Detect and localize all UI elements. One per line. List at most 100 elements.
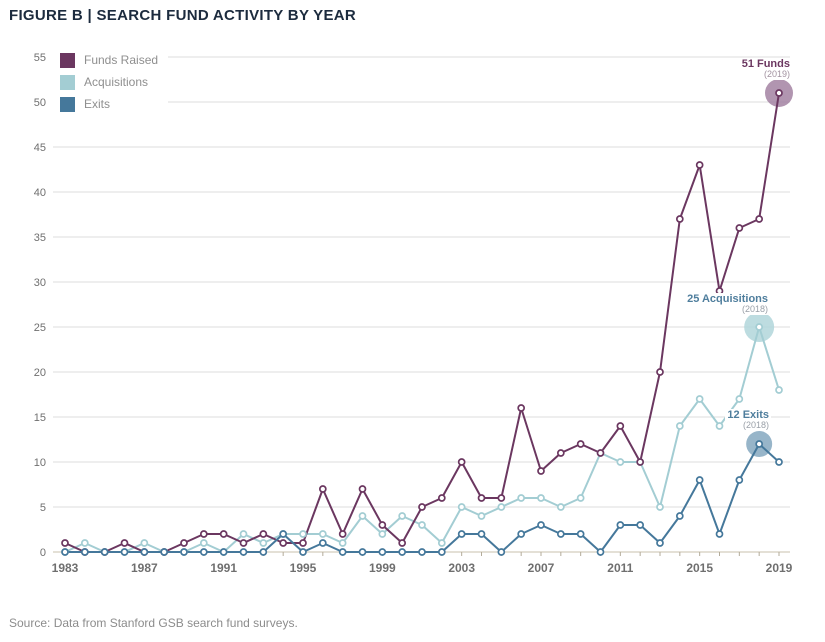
annotation-year: (2018) — [742, 420, 769, 431]
y-axis-tick-label: 15 — [34, 412, 46, 424]
data-point-funds-raised — [418, 503, 426, 511]
data-point-acquisitions — [199, 539, 208, 547]
data-point-exits — [100, 548, 109, 556]
data-point-exits — [259, 548, 268, 556]
data-point-exits — [437, 548, 446, 556]
data-point-acquisitions — [695, 395, 704, 403]
legend-item-funds-raised: Funds Raised — [60, 49, 158, 71]
data-point-funds-raised — [675, 215, 684, 223]
data-point-funds-raised — [537, 467, 545, 475]
legend-item-acquisitions: Acquisitions — [60, 71, 158, 93]
data-point-funds-raised — [517, 404, 526, 412]
y-axis-tick-label: 5 — [40, 502, 46, 514]
data-point-exits — [636, 521, 645, 529]
data-point-funds-raised — [695, 161, 704, 169]
data-point-acquisitions — [398, 512, 407, 520]
data-point-funds-raised — [636, 458, 645, 466]
data-point-acquisitions — [537, 494, 545, 502]
data-point-acquisitions — [259, 539, 268, 547]
y-axis-tick-label: 40 — [34, 187, 46, 199]
data-point-acquisitions — [418, 521, 426, 529]
data-point-exits — [219, 548, 228, 556]
data-point-exits — [318, 539, 327, 547]
data-point-exits — [120, 548, 129, 556]
data-point-funds-raised — [219, 530, 228, 538]
data-point-acquisitions — [358, 512, 367, 520]
data-point-acquisitions — [616, 458, 625, 466]
exits-swatch-icon — [60, 96, 75, 112]
x-axis-tick-label: 2015 — [686, 561, 713, 575]
data-point-exits — [517, 530, 526, 538]
data-point-exits — [596, 548, 605, 556]
data-point-exits — [160, 548, 169, 556]
data-point-acquisitions — [675, 422, 684, 430]
data-point-exits — [556, 530, 565, 538]
data-point-exits — [299, 548, 307, 556]
data-point-acquisitions — [239, 530, 248, 538]
acquisitions-swatch-icon — [60, 74, 75, 90]
x-axis-tick-label: 2007 — [528, 561, 555, 575]
data-point-funds-raised — [120, 539, 129, 547]
data-point-exits — [735, 476, 744, 484]
chart-legend: Funds Raised Acquisitions Exits — [48, 47, 169, 119]
legend-item-exits: Exits — [60, 93, 158, 115]
data-point-exits — [80, 548, 89, 556]
data-point-funds-raised — [437, 494, 446, 502]
data-point-exits — [358, 548, 367, 556]
series-line-acquisitions — [64, 326, 780, 553]
data-point-funds-raised — [775, 89, 783, 97]
y-axis-tick-label: 25 — [34, 322, 46, 334]
data-point-funds-raised — [576, 440, 585, 448]
annotation-acquisitions-peak: 25 Acquisitions (2018) — [685, 293, 770, 315]
data-point-funds-raised — [755, 215, 764, 223]
y-axis-tick-label: 55 — [34, 52, 46, 64]
data-point-funds-raised — [616, 422, 625, 430]
data-point-funds-raised — [259, 530, 268, 538]
x-axis-tick-label: 2011 — [607, 561, 633, 575]
data-point-acquisitions — [576, 494, 585, 502]
page-title: FIGURE B | SEARCH FUND ACTIVITY BY YEAR — [9, 7, 357, 24]
data-point-acquisitions — [517, 494, 526, 502]
data-point-funds-raised — [338, 530, 347, 538]
data-point-exits — [457, 530, 466, 538]
data-point-exits — [477, 530, 486, 538]
data-point-exits — [695, 476, 704, 484]
data-point-acquisitions — [656, 503, 664, 511]
data-point-acquisitions — [457, 503, 466, 511]
data-point-exits — [656, 539, 664, 547]
data-point-funds-raised — [656, 368, 664, 376]
data-point-acquisitions — [140, 539, 149, 547]
legend-label: Funds Raised — [84, 53, 159, 67]
x-axis-tick-label: 1983 — [52, 561, 79, 575]
y-axis-tick-label: 50 — [34, 97, 46, 109]
data-point-acquisitions — [497, 503, 506, 511]
annotation-funds-peak: 51 Funds (2019) — [739, 58, 792, 80]
legend-label: Exits — [84, 97, 111, 111]
y-axis-tick-label: 10 — [34, 457, 46, 469]
annotation-label: 51 Funds — [741, 58, 790, 70]
data-point-funds-raised — [180, 539, 188, 547]
annotation-year: (2019) — [763, 69, 790, 80]
data-point-acquisitions — [556, 503, 565, 511]
data-point-exits — [537, 521, 545, 529]
x-axis-tick-label: 1999 — [369, 561, 396, 575]
data-point-acquisitions — [378, 530, 387, 538]
data-point-funds-raised — [239, 539, 248, 547]
data-point-funds-raised — [596, 449, 605, 457]
data-point-funds-raised — [61, 539, 69, 547]
data-point-exits — [140, 548, 149, 556]
data-point-acquisitions — [80, 539, 89, 547]
data-point-exits — [61, 548, 69, 556]
data-point-exits — [279, 530, 288, 538]
legend-label: Acquisitions — [84, 75, 149, 89]
data-point-acquisitions — [755, 323, 764, 331]
x-axis-tick-label: 2003 — [448, 561, 475, 575]
data-point-exits — [775, 458, 783, 466]
x-axis-tick-label: 2019 — [766, 561, 793, 575]
x-axis-tick-label: 1991 — [210, 561, 237, 575]
data-point-funds-raised — [735, 224, 744, 232]
data-point-exits — [755, 440, 764, 448]
data-point-funds-raised — [318, 485, 327, 493]
y-axis-tick-label: 30 — [34, 277, 46, 289]
